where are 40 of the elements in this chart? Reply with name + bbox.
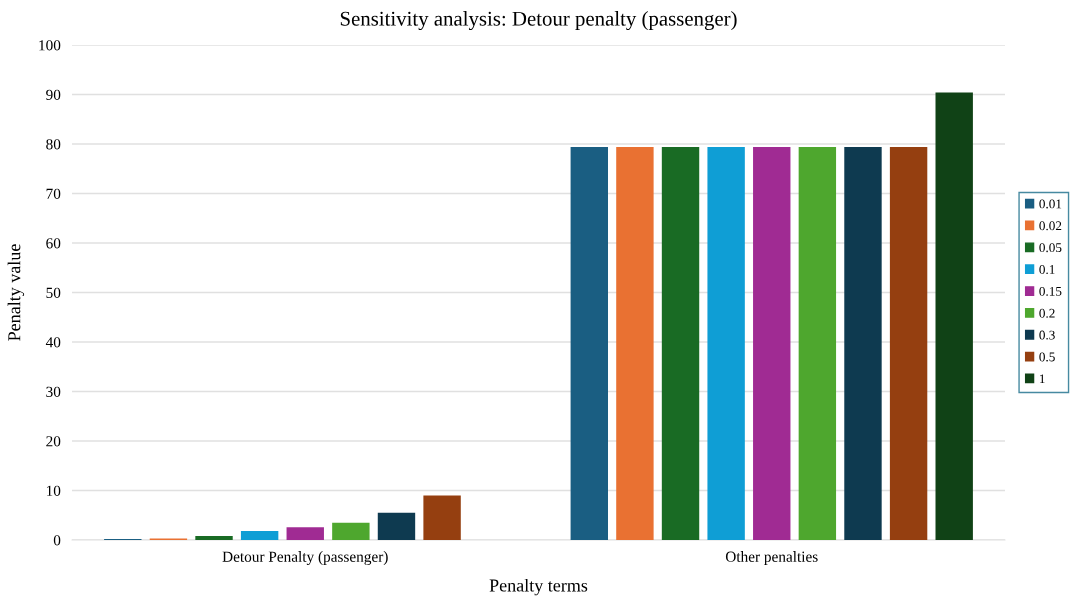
legend-label: 0.1: [1039, 265, 1055, 274]
bar: [661, 146, 700, 540]
bar: [240, 531, 279, 540]
bar: [570, 146, 608, 540]
chart-title: Sensitivity analysis: Detour penalty (passenger): [340, 11, 737, 31]
y-tick-label: 70: [46, 188, 61, 199]
legend-label: 0.15: [1039, 286, 1062, 296]
bar: [753, 146, 791, 540]
bar: [798, 146, 837, 540]
y-tick-label: 40: [45, 337, 61, 348]
bar: [935, 92, 973, 540]
y-tick-label: 60: [46, 238, 61, 249]
bar: [707, 146, 745, 540]
bar: [844, 146, 882, 540]
y-tick-label: 30: [46, 386, 61, 397]
legend-label: 1: [1040, 374, 1045, 384]
bar: [889, 146, 928, 540]
x-axis-title: Penalty terms: [489, 578, 588, 596]
y-axis-title: Penalty value: [7, 244, 25, 341]
y-tick-label: 100: [39, 40, 61, 51]
x-tick-label: Detour Penalty (passenger): [222, 551, 388, 566]
legend-label: 0.5: [1039, 352, 1055, 362]
y-tick-label: 0: [53, 535, 61, 546]
bar: [377, 512, 416, 540]
bar: [286, 527, 324, 540]
x-tick-label: Other penalties: [725, 551, 818, 565]
bar: [195, 536, 233, 540]
bar: [616, 146, 654, 540]
y-tick-label: 20: [46, 436, 61, 447]
bar: [332, 522, 370, 540]
y-tick-label: 80: [46, 139, 61, 150]
y-tick-label: 50: [46, 287, 61, 298]
y-tick-label: 90: [46, 89, 61, 100]
legend-label: 0.3: [1039, 330, 1055, 340]
y-tick-label: 10: [46, 485, 61, 496]
legend-label: 0.2: [1039, 308, 1055, 318]
legend-label: 0.05: [1039, 243, 1062, 253]
bar: [423, 495, 461, 540]
legend-label: 0.02: [1039, 221, 1062, 231]
legend-label: 0.01: [1039, 199, 1062, 209]
